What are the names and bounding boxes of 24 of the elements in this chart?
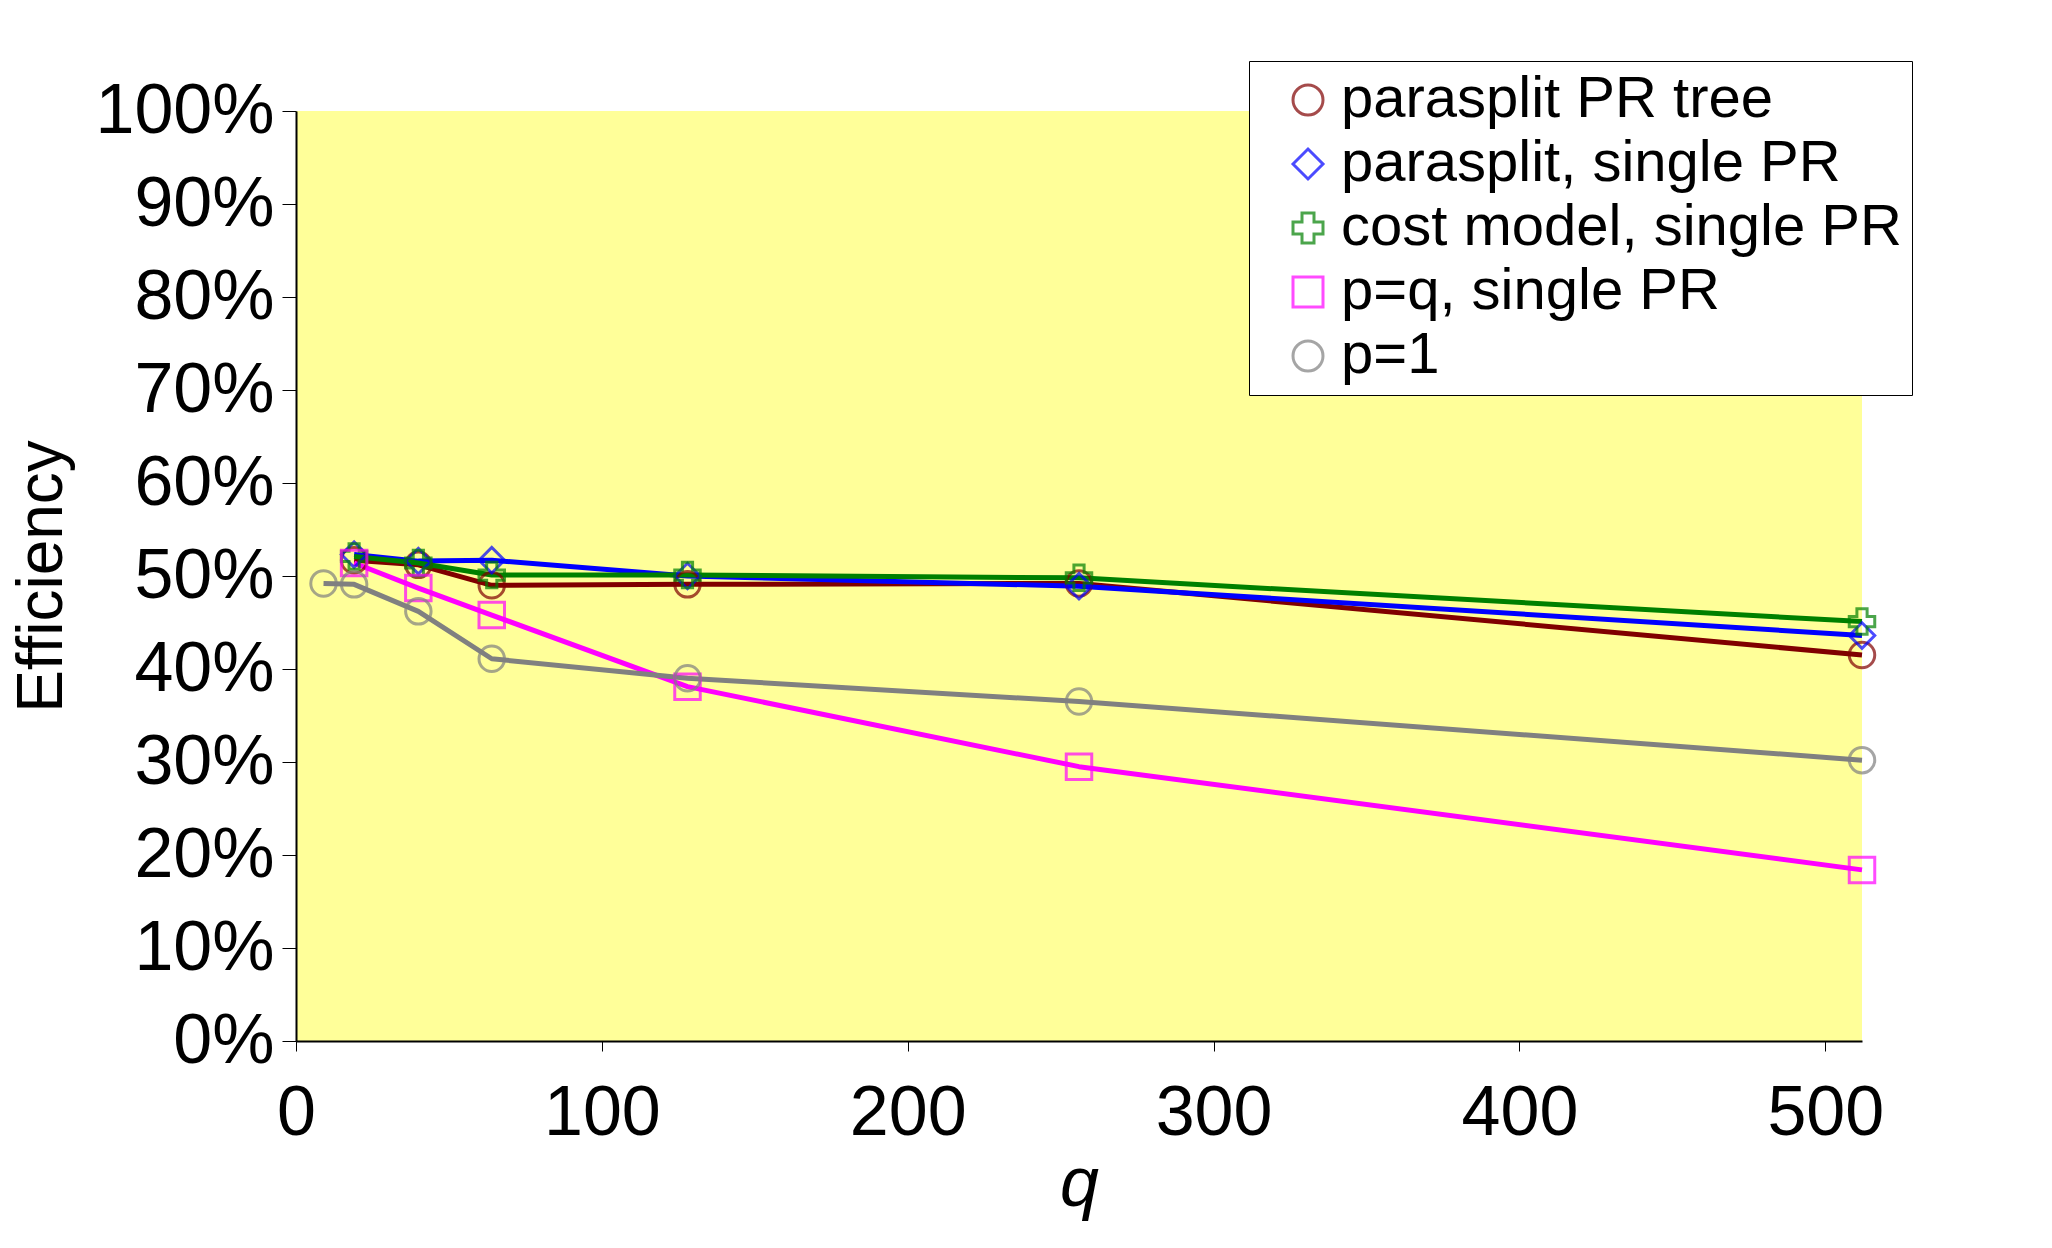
y-tick-label: 40% bbox=[134, 627, 275, 706]
x-tick-label: 300 bbox=[1155, 1071, 1273, 1150]
legend-label: parasplit PR tree bbox=[1341, 64, 1773, 129]
legend-label: cost model, single PR bbox=[1341, 192, 1902, 257]
x-tick-label: 200 bbox=[849, 1071, 967, 1150]
y-tick-label: 60% bbox=[134, 441, 275, 520]
x-tick-label: 100 bbox=[543, 1071, 661, 1150]
legend-label: parasplit, single PR bbox=[1341, 128, 1841, 193]
x-tick-label: 500 bbox=[1767, 1071, 1885, 1150]
y-tick-label: 70% bbox=[134, 348, 275, 427]
legend-label: p=q, single PR bbox=[1341, 256, 1720, 321]
x-tick-label: 400 bbox=[1461, 1071, 1579, 1150]
y-axis-title: Efficiency bbox=[3, 440, 76, 713]
y-tick-label: 100% bbox=[95, 69, 275, 148]
y-tick-label: 20% bbox=[134, 813, 275, 892]
y-tick-label: 0% bbox=[173, 999, 275, 1078]
y-tick-label: 10% bbox=[134, 906, 275, 985]
y-tick-label: 90% bbox=[134, 162, 275, 241]
y-tick-label: 80% bbox=[134, 255, 275, 334]
y-tick-label: 30% bbox=[134, 720, 275, 799]
x-tick-label: 0 bbox=[277, 1071, 316, 1150]
x-axis-title: q bbox=[1060, 1142, 1100, 1221]
y-tick-label: 50% bbox=[134, 534, 275, 613]
legend-label: p=1 bbox=[1341, 320, 1440, 385]
